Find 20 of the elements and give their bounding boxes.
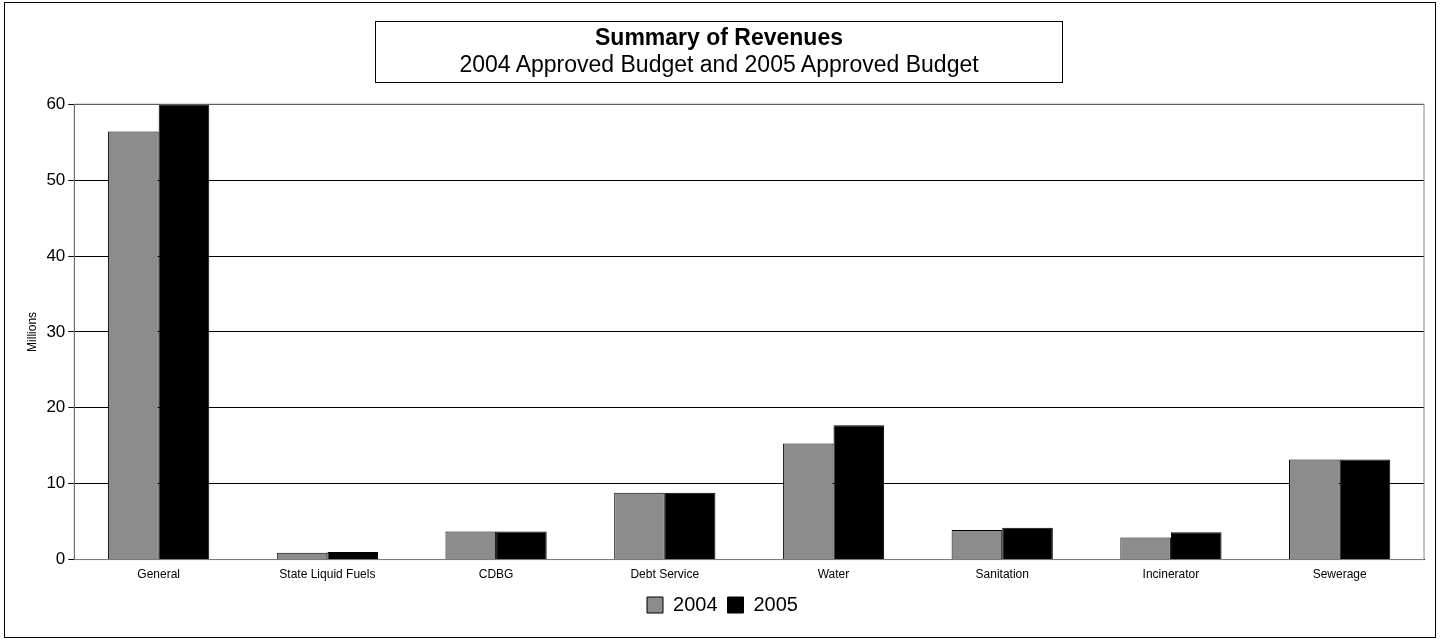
y-tick-label: 30 (46, 321, 66, 341)
legend-label: 2004 (673, 592, 718, 615)
y-tick-label: 50 (46, 169, 66, 189)
y-tick-label: 10 (46, 473, 66, 493)
x-tick-label: Sewerage (1312, 567, 1367, 582)
x-tick-label: General (137, 567, 181, 582)
x-tick-label: Sanitation (975, 567, 1029, 582)
x-tick-label: Water (817, 567, 850, 582)
legend-label: 2005 (753, 592, 798, 615)
x-tick-label: State Liquid Fuels (279, 567, 376, 582)
x-tick-label: Incinerator (1142, 567, 1200, 582)
y-tick-label: 40 (46, 245, 66, 265)
y-tick-label: 20 (46, 397, 66, 417)
x-tick-label: Debt Service (630, 567, 700, 582)
x-tick-label: CDBG (478, 567, 514, 582)
y-axis-title: Millions (24, 311, 39, 352)
chart-subtitle: 2004 Approved Budget and 2005 Approved Budget (458, 51, 980, 78)
chart-title: Summary of Revenues (594, 24, 844, 51)
y-tick-label: 0 (55, 549, 66, 569)
y-tick-label: 60 (46, 93, 66, 113)
